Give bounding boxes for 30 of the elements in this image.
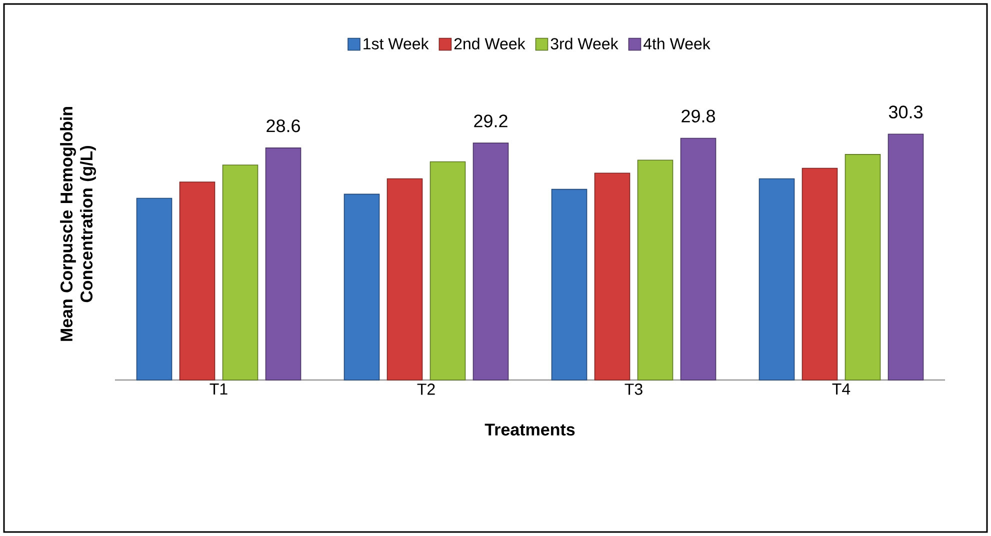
data-label: 29.8 [682,110,715,122]
bar [386,178,423,380]
bar [344,194,380,380]
bar [430,161,466,380]
x-tick-label: T3 [624,384,642,395]
bar [888,134,924,380]
y-axis-title: Mean Corpuscle Hemoglobin Concentration (g/L) [60,106,96,341]
bar [551,188,588,380]
bar [222,164,258,380]
legend-label: 2nd Week [454,38,526,50]
bar [680,138,716,380]
legend-label: 4th Week [643,38,710,50]
bar [844,154,881,380]
bar [265,148,302,380]
bar [637,160,674,380]
data-label: 29.2 [474,114,508,128]
bar [136,198,172,380]
x-tick-label: T4 [832,384,850,395]
x-tick-label: T2 [417,384,435,395]
x-axis-title: Treatments [484,424,575,436]
bar [758,178,795,380]
legend-label: 1st Week [364,38,429,50]
data-label: 28.6 [266,119,300,132]
bar [802,168,838,380]
bar [179,182,216,380]
x-tick-label: T1 [210,384,228,395]
bar [472,142,509,380]
legend-label: 3rd Week [550,38,618,50]
bar [594,172,630,380]
data-label: 30.3 [888,106,922,118]
